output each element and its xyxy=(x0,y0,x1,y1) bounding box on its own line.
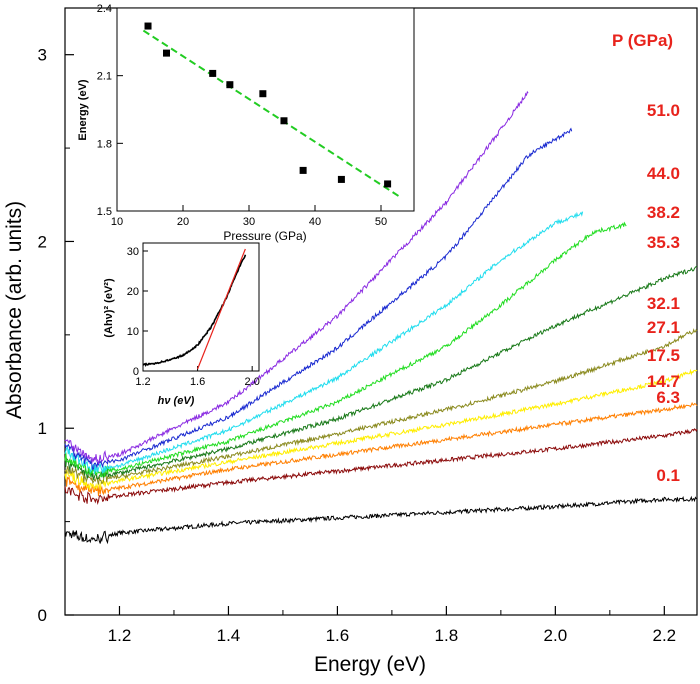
inset1-x-tick-label-30: 30 xyxy=(243,216,255,228)
inset1-point xyxy=(226,81,234,89)
inset1-marks xyxy=(142,22,402,199)
inset1-point xyxy=(209,69,217,77)
inset-gap-vs-pressure: 10 20 30 40 50 1.5 1.8 2.1 2.4 Pressure (GPa) En… xyxy=(77,3,415,243)
pressure-legend: P (GPa) 0.1 6.314.7 17.5 27.1 32.1 35.3 38.2 44… xyxy=(612,31,680,485)
inset2-x-tick-label-1-6: 1.6 xyxy=(190,376,205,388)
inset1-y-tick-label-1-5: 1.5 xyxy=(97,206,112,218)
series-line-0-1-gpa xyxy=(64,495,698,545)
y-tick-label-0: 0 xyxy=(38,606,47,625)
inset1-point xyxy=(163,49,170,57)
inset-tauc-plot: 1.2 1.6 2.0 0 10 20 30 hν (eV) (Ahν)² (eV²) xyxy=(103,242,260,407)
series-line-6-3-gpa xyxy=(64,428,698,505)
x-tick-label-1-8: 1.8 xyxy=(435,626,459,645)
x-tick-label-1-2: 1.2 xyxy=(108,626,132,645)
main-x-axis-title: Energy (eV) xyxy=(314,653,426,676)
x-tick-label-2-2: 2.2 xyxy=(652,626,676,645)
inset2-marks xyxy=(143,248,247,370)
main-y-axis-title: Absorbance (arb. units) xyxy=(3,201,26,419)
x-tick-label-1-6: 1.6 xyxy=(326,626,350,645)
legend-title: P (GPa) xyxy=(612,31,673,50)
inset2-x-tick-label-2-0: 2.0 xyxy=(245,376,260,388)
x-tick-label-1-4: 1.4 xyxy=(217,626,241,645)
y-tick-label-2: 2 xyxy=(38,232,47,251)
pressure-label-14-7: 14.7 xyxy=(647,372,680,391)
series-line-38-2-gpa xyxy=(64,211,584,475)
series-line-51-0-gpa xyxy=(64,90,529,465)
pressure-label-44-0: 44.0 xyxy=(647,164,680,183)
pressure-label-32-1: 32.1 xyxy=(647,294,680,313)
inset1-y-tick-label-2-4: 2.4 xyxy=(97,3,112,15)
inset2-axes: 1.2 1.6 2.0 0 10 20 30 xyxy=(127,246,260,388)
inset1-y-tick-label-2-1: 2.1 xyxy=(97,71,112,83)
inset2-linear-fit xyxy=(197,248,246,370)
inset1-point xyxy=(384,180,392,188)
inset1-point xyxy=(337,175,345,183)
inset1-y-tick-label-1-8: 1.8 xyxy=(97,138,112,150)
inset1-x-title: Pressure (GPa) xyxy=(223,229,306,243)
pressure-label-27-1: 27.1 xyxy=(647,318,680,337)
series-line-27-1-gpa xyxy=(64,328,698,485)
inset1-y-title: Energy (eV) xyxy=(77,79,89,140)
x-tick-label-2-0: 2.0 xyxy=(544,626,568,645)
pressure-label-51-0: 51.0 xyxy=(647,101,680,120)
inset2-y-tick-label-0: 0 xyxy=(133,366,139,378)
series-line-44-0-gpa xyxy=(64,127,573,471)
inset1-point xyxy=(259,90,267,98)
pressure-label-0-1: 0.1 xyxy=(656,466,680,485)
inset1-fit-line xyxy=(142,29,402,199)
pressure-label-17-5: 17.5 xyxy=(647,346,680,365)
pressure-label-35-3: 35.3 xyxy=(647,233,680,252)
main-series-group xyxy=(64,90,698,545)
inset1-axes: 10 20 30 40 50 1.5 1.8 2.1 2.4 xyxy=(97,3,387,228)
pressure-label-6-3: 6.3 xyxy=(656,388,680,407)
inset1-x-tick-label-50: 50 xyxy=(375,216,387,228)
series-line-35-3-gpa xyxy=(64,221,627,478)
inset1-point xyxy=(280,117,288,125)
inset2-y-title: (Ahν)² (eV²) xyxy=(103,278,115,338)
inset2-x-title: hν (eV) xyxy=(158,395,195,407)
inset2-y-tick-label-20: 20 xyxy=(127,286,139,298)
inset2-x-tick-label-1-2: 1.2 xyxy=(135,376,150,388)
inset1-x-tick-label-10: 10 xyxy=(111,216,123,228)
y-tick-label-1: 1 xyxy=(38,419,47,438)
inset1-x-tick-label-20: 20 xyxy=(177,216,189,228)
main-y-axis: 0 1 2 3 xyxy=(38,46,74,625)
inset2-y-tick-label-10: 10 xyxy=(127,326,139,338)
main-x-axis: 1.2 1.4 1.6 1.8 2.0 2.2 xyxy=(64,606,676,645)
series-line-32-1-gpa xyxy=(64,265,698,480)
y-tick-label-3: 3 xyxy=(38,46,47,65)
pressure-label-38-2: 38.2 xyxy=(647,203,680,222)
series-line-17-5-gpa xyxy=(64,368,698,490)
inset1-x-tick-label-40: 40 xyxy=(309,216,321,228)
inset1-point xyxy=(299,166,307,174)
inset1-point xyxy=(144,22,152,30)
series-line-14-7-gpa xyxy=(64,401,698,497)
inset2-y-tick-label-30: 30 xyxy=(127,246,139,258)
